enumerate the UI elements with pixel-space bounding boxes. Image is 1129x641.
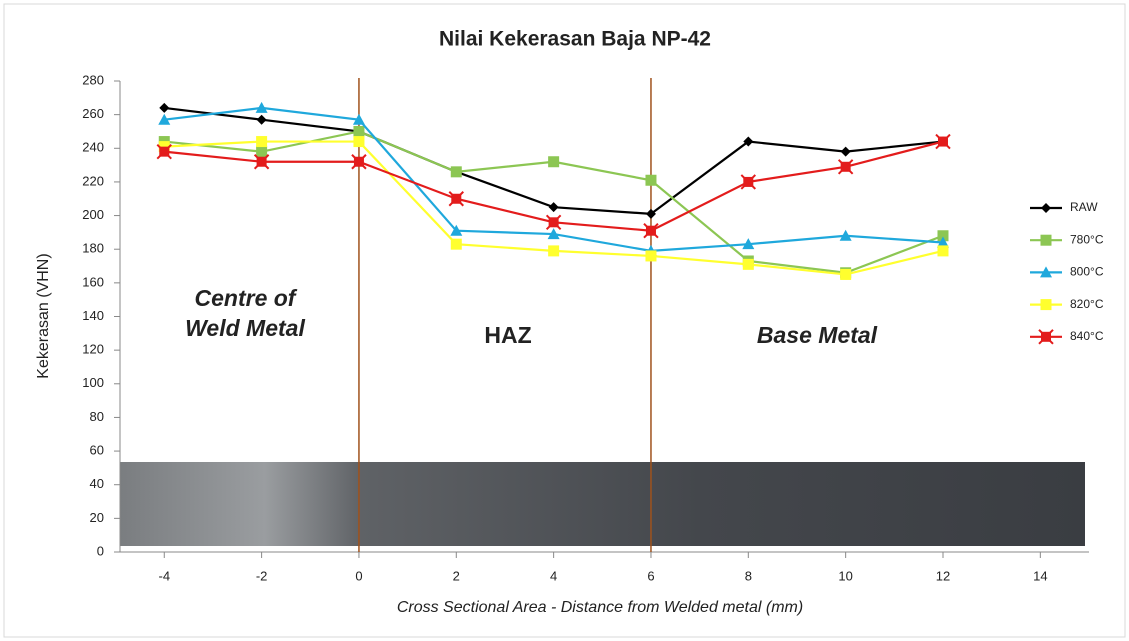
y-axis-title: Kekerasan (VHN)	[35, 253, 52, 378]
y-tick-label: 220	[82, 173, 104, 188]
legend-label: 800°C	[1070, 265, 1104, 279]
y-tick-label: 20	[90, 510, 104, 525]
region-label: Centre of	[195, 285, 298, 311]
marker	[547, 215, 561, 229]
marker	[548, 245, 559, 256]
x-tick-label: 12	[936, 568, 950, 583]
marker	[937, 245, 948, 256]
legend-marker	[1041, 235, 1052, 246]
marker	[451, 239, 462, 250]
metal-photo	[120, 462, 1085, 546]
marker	[352, 155, 366, 169]
legend-marker	[1039, 330, 1053, 344]
marker	[449, 192, 463, 206]
marker	[353, 136, 364, 147]
y-tick-label: 40	[90, 476, 104, 491]
marker	[741, 175, 755, 189]
legend-label: 780°C	[1070, 232, 1104, 246]
x-tick-label: 0	[355, 568, 362, 583]
marker	[743, 259, 754, 270]
y-tick-label: 280	[82, 72, 104, 87]
y-tick-label: 120	[82, 342, 104, 357]
marker	[644, 224, 658, 238]
marker	[157, 145, 171, 159]
x-tick-label: 2	[453, 568, 460, 583]
x-tick-label: 4	[550, 568, 557, 583]
marker	[936, 135, 950, 149]
x-tick-label: 6	[647, 568, 654, 583]
marker	[353, 126, 364, 137]
x-tick-label: -2	[256, 568, 268, 583]
marker	[645, 250, 656, 261]
chart-title: Nilai Kekerasan Baja NP-42	[439, 28, 711, 51]
x-tick-label: -4	[158, 568, 170, 583]
y-tick-label: 240	[82, 140, 104, 155]
region-label: Weld Metal	[185, 315, 305, 341]
y-tick-label: 100	[82, 375, 104, 390]
x-tick-label: 10	[838, 568, 852, 583]
x-tick-label: 8	[745, 568, 752, 583]
marker	[255, 155, 269, 169]
marker	[548, 156, 559, 167]
y-tick-label: 140	[82, 308, 104, 323]
legend-label: RAW	[1070, 200, 1098, 214]
marker	[645, 175, 656, 186]
marker	[840, 269, 851, 280]
y-tick-label: 160	[82, 274, 104, 289]
y-tick-label: 260	[82, 106, 104, 121]
region-label: Base Metal	[757, 322, 878, 348]
x-axis-title: Cross Sectional Area - Distance from Wel…	[397, 599, 803, 616]
y-tick-label: 60	[90, 443, 104, 458]
legend-label: 840°C	[1070, 329, 1104, 343]
marker	[256, 146, 267, 157]
marker	[256, 136, 267, 147]
y-tick-label: 200	[82, 207, 104, 222]
y-tick-label: 0	[97, 543, 104, 558]
legend-marker	[1041, 299, 1052, 310]
y-tick-label: 80	[90, 409, 104, 424]
y-tick-label: 180	[82, 241, 104, 256]
x-tick-label: 14	[1033, 568, 1047, 583]
legend-label: 820°C	[1070, 297, 1104, 311]
region-label: HAZ	[484, 322, 531, 348]
marker	[839, 160, 853, 174]
marker	[451, 166, 462, 177]
chart: Nilai Kekerasan Baja NP-42 Kekerasan (VH…	[0, 0, 1129, 641]
